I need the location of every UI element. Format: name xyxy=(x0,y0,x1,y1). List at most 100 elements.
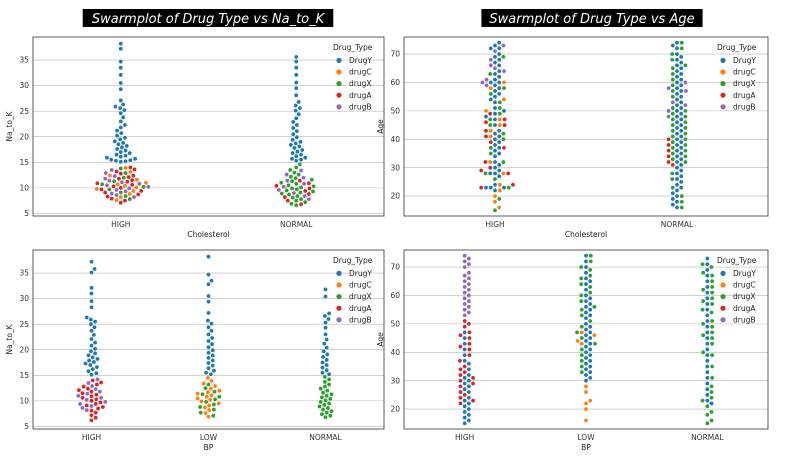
point-drugB xyxy=(123,189,128,194)
point-DrugY xyxy=(293,140,299,146)
point-DrugY xyxy=(587,358,593,364)
point-drugB xyxy=(301,181,307,187)
point-DrugY xyxy=(206,281,211,287)
legend-entry: drugC xyxy=(733,281,756,290)
y-tick-label: 5 xyxy=(24,209,29,218)
point-DrugY xyxy=(492,54,498,60)
point-drugA xyxy=(467,347,472,352)
point-DrugY xyxy=(206,310,211,316)
point-DrugY xyxy=(704,364,710,369)
point-DrugY xyxy=(583,372,589,378)
point-DrugY xyxy=(704,386,710,392)
plot-frame xyxy=(32,36,385,217)
point-DrugY xyxy=(583,293,589,298)
point-DrugY xyxy=(587,295,593,301)
point-DrugY xyxy=(466,395,472,401)
point-DrugY xyxy=(496,128,502,134)
point-DrugY xyxy=(93,370,99,376)
point-DrugY xyxy=(678,173,684,179)
point-drugX xyxy=(324,388,330,394)
point-DrugY xyxy=(492,170,498,176)
point-drugA xyxy=(458,395,463,401)
point-DrugY xyxy=(118,65,124,71)
point-drugX xyxy=(592,304,597,310)
legend-marker-drugC xyxy=(720,282,726,288)
point-drugX xyxy=(302,199,308,205)
point-drugC xyxy=(216,388,222,394)
point-DrugY xyxy=(674,125,680,131)
point-drugX xyxy=(279,191,285,196)
point-DrugY xyxy=(587,324,593,330)
point-DrugY xyxy=(120,102,126,107)
point-drugB xyxy=(75,393,81,399)
point-DrugY xyxy=(674,102,680,108)
point-drugX xyxy=(670,128,676,134)
y-tick-label: 40 xyxy=(390,348,400,357)
point-drugX xyxy=(326,382,332,387)
point-drugC xyxy=(206,414,211,420)
point-DrugY xyxy=(492,153,498,159)
point-drugB xyxy=(666,108,671,114)
point-DrugY xyxy=(587,375,593,381)
point-DrugY xyxy=(678,111,684,117)
point-DrugY xyxy=(321,341,327,346)
point-drugX xyxy=(704,403,710,409)
point-DrugY xyxy=(704,369,710,375)
point-drugB xyxy=(484,77,490,83)
point-drugB xyxy=(284,178,290,184)
point-DrugY xyxy=(466,418,472,423)
point-DrugY xyxy=(496,40,502,46)
point-drugC xyxy=(497,117,503,122)
point-drugA xyxy=(95,406,101,411)
point-DrugY xyxy=(293,65,299,71)
point-drugX xyxy=(588,258,594,264)
point-DrugY xyxy=(114,146,120,152)
point-drugA xyxy=(93,396,99,402)
point-drugX xyxy=(492,207,498,213)
point-DrugY xyxy=(496,85,502,91)
point-drugX xyxy=(579,324,585,330)
point-drugX xyxy=(501,54,506,60)
point-drugX xyxy=(683,142,688,148)
x-tick-label: HIGH xyxy=(111,220,130,229)
legend-entry: drugX xyxy=(349,79,372,88)
point-DrugY xyxy=(492,159,498,165)
point-DrugY xyxy=(89,291,94,296)
point-drugC xyxy=(205,375,211,381)
legend: Drug_Type DrugY drugC drugX drugA drugB xyxy=(333,256,373,324)
y-tick-label: 5 xyxy=(24,422,29,431)
point-drugA xyxy=(80,390,85,396)
point-drugB xyxy=(95,376,100,382)
point-DrugY xyxy=(704,392,710,398)
point-DrugY xyxy=(462,398,468,403)
point-drugX xyxy=(496,196,502,202)
point-DrugY xyxy=(492,88,498,94)
point-DrugY xyxy=(492,99,498,105)
point-DrugY xyxy=(89,285,94,291)
point-DrugY xyxy=(294,134,300,140)
point-drugA xyxy=(118,171,124,176)
point-drugB xyxy=(93,386,99,392)
point-drugX xyxy=(324,410,330,416)
point-drugC xyxy=(208,386,214,392)
point-drugA xyxy=(89,408,94,413)
point-drugX xyxy=(326,376,332,382)
point-drugB xyxy=(492,48,498,54)
point-DrugY xyxy=(86,368,91,374)
point-DrugY xyxy=(496,57,502,63)
point-DrugY xyxy=(324,367,330,373)
point-DrugY xyxy=(91,332,97,338)
point-DrugY xyxy=(293,72,299,78)
point-drugX xyxy=(497,99,503,105)
point-drugB xyxy=(119,179,125,185)
point-DrugY xyxy=(674,119,680,125)
point-DrugY xyxy=(488,97,494,102)
point-DrugY xyxy=(704,341,710,347)
point-DrugY xyxy=(674,97,680,102)
point-drugX xyxy=(670,156,676,162)
point-DrugY xyxy=(296,144,302,149)
point-DrugY xyxy=(678,179,684,185)
point-DrugY xyxy=(122,135,128,141)
point-DrugY xyxy=(114,152,119,158)
point-drugX xyxy=(296,172,302,177)
